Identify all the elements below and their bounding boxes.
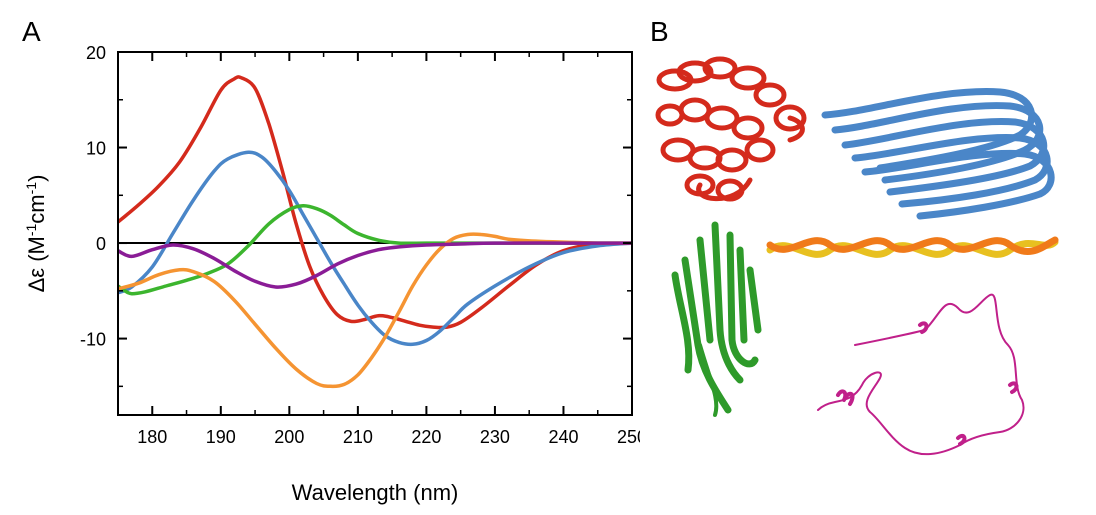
cd-spectra-chart: 180 190 200 210 220 230 240 250 -10 0 10 20 Wavelen…	[23, 43, 640, 505]
panel-b-label: B	[650, 16, 669, 47]
series-line-red	[116, 75, 633, 330]
x-tick-label-190: 190	[206, 427, 236, 447]
alpha-helical-structure-image	[655, 56, 807, 202]
x-tick-label-230: 230	[480, 427, 510, 447]
ticks-layer: 180 190 200 210 220 230 240 250 -10 0 10 20	[80, 43, 640, 447]
x-tick-label-240: 240	[548, 427, 578, 447]
y-tick-label-0: 0	[96, 234, 106, 254]
y-axis-title-mid: cm	[24, 194, 49, 223]
beta-sandwich-structure-image	[671, 221, 762, 417]
beta-sheet-structure-image	[821, 88, 1055, 220]
panel-a-label: A	[22, 16, 41, 47]
x-tick-label-210: 210	[343, 427, 373, 447]
fiber-structure-image	[766, 236, 1059, 258]
y-tick-label--10: -10	[80, 330, 106, 350]
plot-frame	[117, 51, 633, 416]
series-line-purple	[117, 241, 632, 289]
y-tick-label-10: 10	[86, 139, 106, 159]
series-line-orange	[117, 232, 633, 389]
x-tick-label-250: 250	[617, 427, 640, 447]
x-tick-label-220: 220	[411, 427, 441, 447]
x-axis-title: Wavelength (nm)	[292, 480, 459, 505]
disordered-chain-structure-image	[817, 293, 1025, 456]
y-axis-title-exp1: -1	[23, 223, 39, 236]
series-layer	[116, 75, 633, 389]
x-tick-label-180: 180	[137, 427, 167, 447]
y-axis-title-prefix: Δε (M	[24, 236, 49, 292]
y-axis-title-suffix: )	[24, 175, 49, 182]
x-tick-label-200: 200	[274, 427, 304, 447]
protein-structures-panel	[655, 56, 1059, 456]
y-axis-title-exp2: -1	[23, 182, 39, 195]
series-line-blue	[117, 150, 633, 347]
y-tick-label-20: 20	[86, 43, 106, 63]
y-axis-title: Δε (M-1cm-1)	[23, 175, 49, 293]
